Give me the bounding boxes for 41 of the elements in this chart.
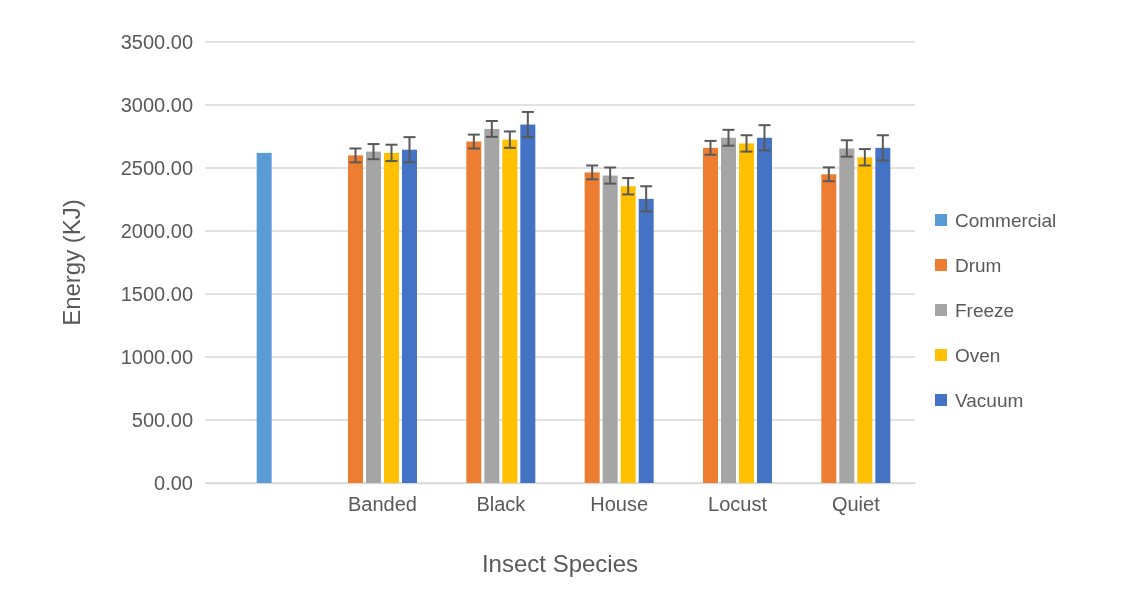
bar (584, 172, 600, 483)
bar (348, 155, 363, 483)
y-tick-label: 3000.00 (120, 93, 193, 116)
legend-label: Freeze (955, 300, 1015, 321)
bar (620, 186, 636, 483)
y-tick-label: 2000.00 (120, 219, 193, 242)
x-tick-label: Locust (708, 493, 768, 516)
bar (366, 151, 381, 483)
y-tick-label: 1000.00 (120, 345, 193, 368)
bar (402, 149, 417, 483)
bar (739, 143, 754, 483)
x-tick-label: House (590, 493, 649, 516)
y-tick-label: 0.00 (154, 471, 193, 494)
bar (857, 157, 873, 483)
bar (602, 175, 618, 483)
bar (256, 152, 272, 483)
legend-label: Vacuum (955, 390, 1024, 411)
y-axis-title: Energy (KJ) (58, 199, 85, 326)
bar (839, 148, 855, 483)
bar (638, 198, 654, 483)
bar (757, 137, 772, 483)
bar (484, 128, 500, 483)
bar (384, 152, 399, 483)
bar (875, 147, 891, 483)
legend-label: Oven (955, 345, 1001, 366)
bar (721, 137, 736, 483)
x-tick-label: Quiet (831, 493, 881, 516)
x-axis-title: Insect Species (481, 550, 639, 577)
bar (821, 174, 837, 483)
bar (520, 124, 536, 483)
y-tick-label: 1500.00 (120, 282, 193, 305)
y-tick-label: 500.00 (131, 408, 193, 431)
y-tick-label: 3500.00 (120, 30, 193, 53)
bar (466, 141, 482, 483)
y-tick-label: 2500.00 (120, 156, 193, 179)
x-tick-label: Banded (348, 493, 417, 516)
legend-label: Commercial (955, 210, 1057, 231)
bar (703, 147, 718, 483)
bar (502, 139, 518, 483)
legend-label: Drum (955, 255, 1002, 276)
x-tick-label: Black (476, 493, 527, 516)
